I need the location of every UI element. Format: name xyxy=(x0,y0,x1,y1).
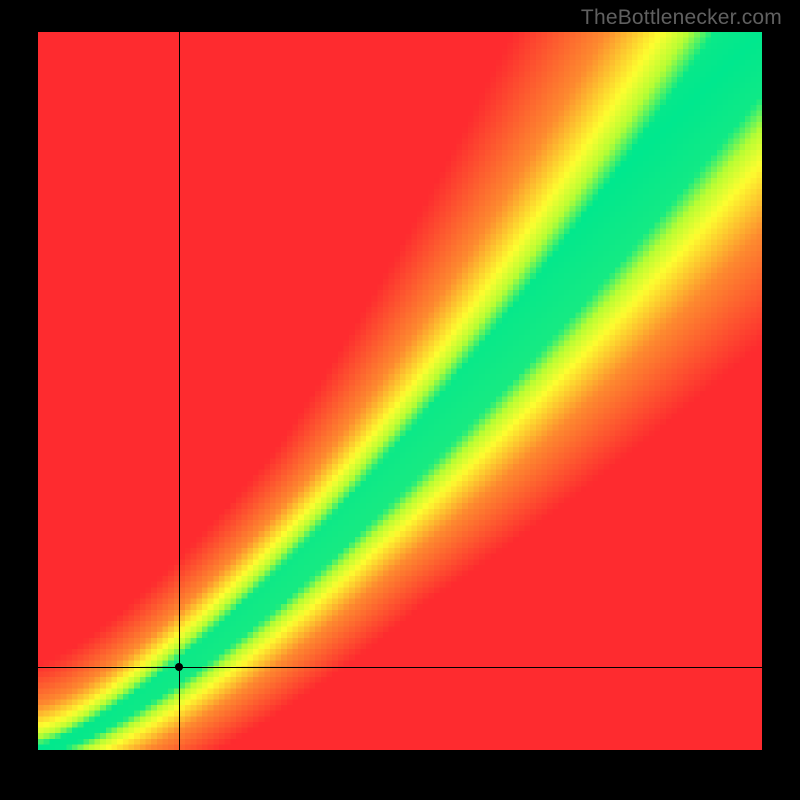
plot-area xyxy=(38,32,762,750)
heatmap-canvas xyxy=(38,32,762,750)
crosshair-horizontal xyxy=(38,667,762,668)
watermark: TheBottlenecker.com xyxy=(581,6,782,30)
marker-point xyxy=(175,663,183,671)
crosshair-vertical xyxy=(179,32,180,750)
